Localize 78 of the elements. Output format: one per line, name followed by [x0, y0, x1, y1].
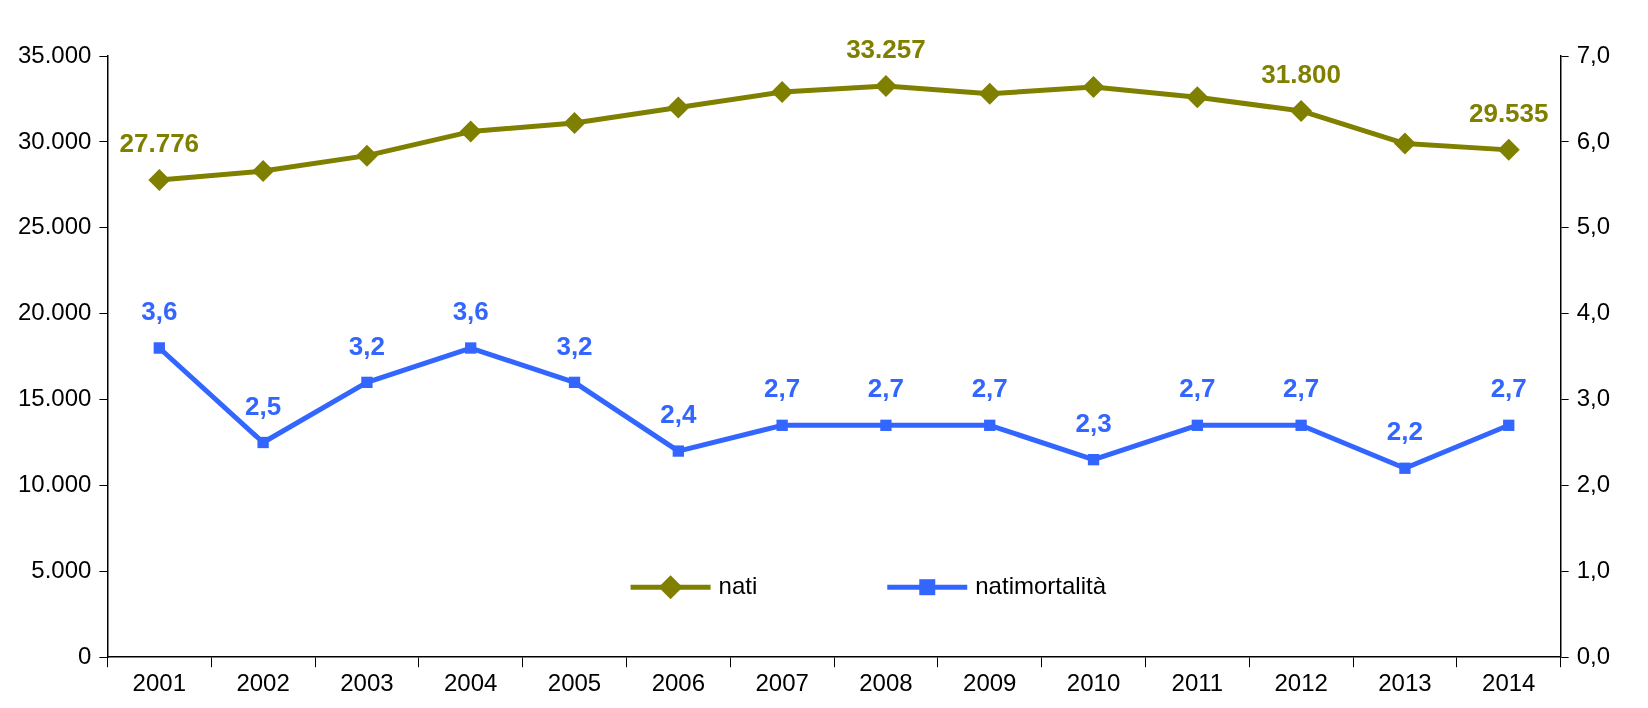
x-tick-label: 2009 [963, 669, 1017, 697]
x-tick-label: 2012 [1274, 669, 1328, 697]
y2-tick-label: 6,0 [1576, 126, 1611, 154]
point [1295, 419, 1307, 431]
x-tick-label: 2011 [1171, 669, 1224, 697]
point [771, 81, 794, 104]
point [1191, 419, 1203, 431]
point [667, 96, 690, 119]
data-label: 3,6 [452, 296, 489, 327]
data-label: 3,2 [348, 330, 385, 361]
point [984, 419, 996, 431]
data-label: 2,7 [764, 373, 801, 404]
y-tick-label: 10.000 [18, 470, 92, 498]
point [1393, 132, 1416, 155]
x-tick-label: 2005 [547, 669, 602, 697]
y-tick-label: 20.000 [18, 298, 92, 326]
x-tick-label: 2003 [340, 669, 394, 697]
x-tick-label: 2013 [1378, 669, 1432, 697]
y2-tick-label: 2,0 [1576, 470, 1611, 498]
x-tick-label: 2006 [651, 669, 706, 697]
legend-label: natimortalità [975, 571, 1107, 599]
point [880, 419, 892, 431]
x-tick-label: 2014 [1482, 669, 1536, 697]
point [672, 445, 684, 457]
x-tick-label: 2010 [1066, 669, 1121, 697]
x-tick-label: 2002 [236, 669, 290, 697]
point [257, 436, 269, 449]
data-label: 2,3 [1075, 407, 1112, 438]
point [874, 74, 897, 97]
data-label: 2,4 [660, 399, 697, 430]
data-label: 33.257 [846, 34, 926, 65]
y-tick-label: 0 [78, 641, 92, 669]
point [978, 82, 1001, 105]
y-tick-label: 5.000 [31, 555, 92, 583]
y-tick-label: 35.000 [18, 40, 92, 68]
point [1399, 462, 1411, 474]
point [153, 342, 165, 354]
point [1497, 138, 1520, 161]
data-label: 2,5 [245, 390, 282, 421]
y2-tick-label: 7,0 [1576, 40, 1611, 68]
point [1290, 99, 1313, 122]
data-label: 2,7 [971, 373, 1008, 404]
x-tick-label: 2008 [859, 669, 913, 697]
point [459, 120, 482, 143]
point [568, 376, 581, 389]
data-label: 2,7 [1283, 373, 1320, 404]
data-label: 31.800 [1261, 59, 1341, 90]
point [361, 376, 373, 389]
data-label: 2,7 [867, 373, 904, 404]
data-label: 3,2 [556, 330, 593, 361]
data-label: 2,2 [1386, 416, 1424, 447]
data-label: 3,6 [141, 296, 178, 327]
data-label: 27.776 [119, 128, 200, 159]
y-tick-label: 30.000 [18, 126, 92, 154]
point [1087, 454, 1100, 466]
point [1082, 75, 1105, 98]
y2-tick-label: 4,0 [1576, 298, 1611, 326]
legend-label: nati [718, 571, 758, 599]
y2-tick-label: 1,0 [1576, 555, 1611, 583]
y2-tick-label: 5,0 [1576, 212, 1611, 240]
point [776, 419, 788, 431]
point [563, 111, 586, 134]
data-label: 29.535 [1468, 98, 1549, 129]
point [465, 342, 477, 354]
y-tick-label: 25.000 [18, 212, 92, 240]
point [1503, 419, 1515, 431]
y-tick-label: 15.000 [18, 384, 92, 412]
y2-tick-label: 3,0 [1576, 384, 1611, 412]
data-label: 2,7 [1179, 373, 1216, 404]
point [1186, 86, 1209, 109]
y2-tick-label: 0,0 [1576, 641, 1611, 669]
point [252, 160, 275, 183]
data-label: 2,7 [1490, 373, 1527, 404]
x-tick-label: 2007 [755, 669, 809, 697]
point [148, 169, 171, 192]
x-tick-label: 2004 [444, 669, 498, 697]
point [355, 144, 378, 167]
x-tick-label: 2001 [132, 669, 186, 697]
